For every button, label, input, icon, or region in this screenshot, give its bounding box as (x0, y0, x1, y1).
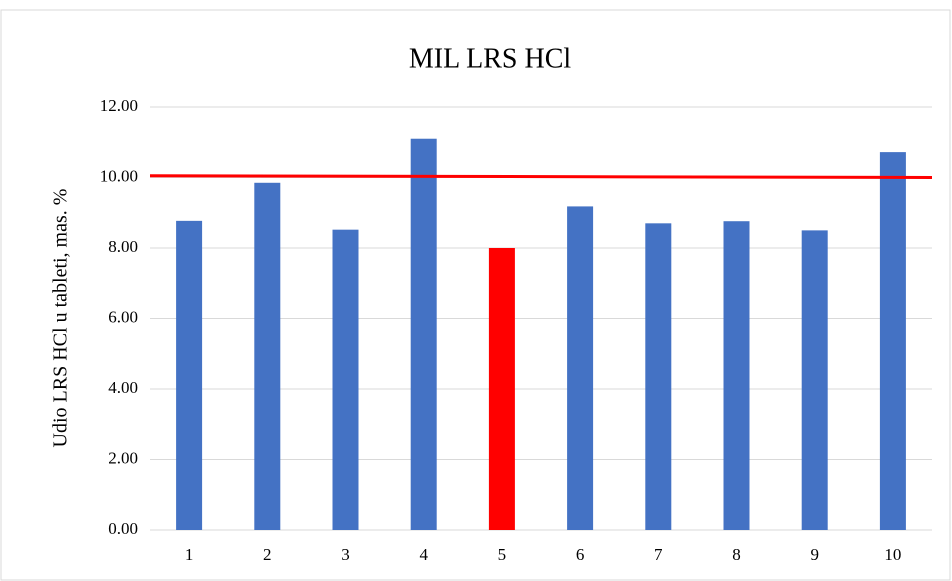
y-tick-label: 0.00 (108, 519, 138, 538)
y-tick-label: 6.00 (108, 307, 138, 326)
x-tick-label: 5 (498, 545, 507, 564)
chart-title: MIL LRS HCl (409, 43, 572, 74)
x-tick-label: 9 (810, 545, 819, 564)
x-tick-label: 1 (185, 545, 194, 564)
x-tick-label: 7 (654, 545, 663, 564)
chart-border (0, 9, 951, 581)
bar (332, 229, 359, 531)
bar (645, 223, 672, 530)
y-tick-label: 2.00 (108, 448, 138, 467)
y-tick-label: 4.00 (108, 378, 138, 397)
y-axis-label: Udio LRS HCl u tableti, mas. % (50, 189, 72, 448)
bar (488, 248, 515, 530)
x-tick-label: 8 (732, 545, 741, 564)
x-tick-label: 3 (341, 545, 350, 564)
bar (801, 230, 828, 530)
bar (254, 182, 281, 530)
y-tick-label: 10.00 (100, 166, 138, 185)
bar (723, 221, 750, 530)
x-tick-label: 4 (419, 545, 428, 564)
x-tick-label: 6 (576, 545, 585, 564)
y-tick-label: 12.00 (100, 96, 138, 115)
x-tick-label: 10 (884, 545, 901, 564)
bar (567, 206, 594, 530)
reference-line (149, 174, 933, 179)
bar (879, 152, 906, 530)
x-tick-label: 2 (263, 545, 272, 564)
y-tick-label: 8.00 (108, 237, 138, 256)
bar (176, 220, 203, 531)
bar (410, 138, 437, 530)
